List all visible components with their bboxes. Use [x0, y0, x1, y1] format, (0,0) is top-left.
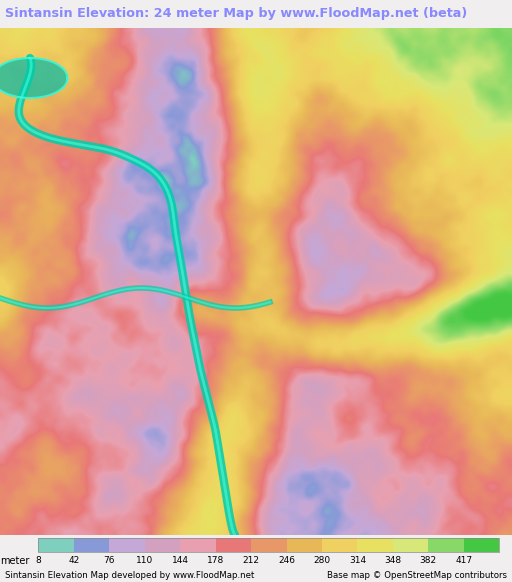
Text: Base map © OpenStreetMap contributors: Base map © OpenStreetMap contributors: [327, 571, 507, 580]
Text: meter: meter: [0, 556, 29, 566]
Text: Sintansin Elevation Map developed by www.FloodMap.net: Sintansin Elevation Map developed by www…: [5, 571, 254, 580]
Bar: [38, 538, 499, 552]
Text: 314: 314: [349, 556, 366, 565]
Text: 246: 246: [278, 556, 295, 565]
Bar: [393, 538, 429, 552]
Bar: [38, 538, 74, 552]
Bar: [145, 538, 180, 552]
Bar: [74, 538, 109, 552]
Text: 280: 280: [313, 556, 331, 565]
Text: 76: 76: [103, 556, 115, 565]
Bar: [109, 538, 145, 552]
Text: 382: 382: [420, 556, 437, 565]
Bar: [287, 538, 322, 552]
Bar: [357, 538, 393, 552]
Text: 110: 110: [136, 556, 154, 565]
Bar: [251, 538, 287, 552]
Text: 42: 42: [68, 556, 79, 565]
Text: 8: 8: [35, 556, 41, 565]
Text: 178: 178: [207, 556, 224, 565]
Text: 417: 417: [455, 556, 472, 565]
Polygon shape: [0, 58, 68, 98]
Text: 212: 212: [243, 556, 260, 565]
Bar: [216, 538, 251, 552]
Text: 348: 348: [385, 556, 401, 565]
Text: Sintansin Elevation: 24 meter Map by www.FloodMap.net (beta): Sintansin Elevation: 24 meter Map by www…: [5, 8, 467, 20]
Bar: [429, 538, 464, 552]
Text: 144: 144: [172, 556, 189, 565]
Bar: [322, 538, 357, 552]
Bar: [464, 538, 499, 552]
Bar: [180, 538, 216, 552]
